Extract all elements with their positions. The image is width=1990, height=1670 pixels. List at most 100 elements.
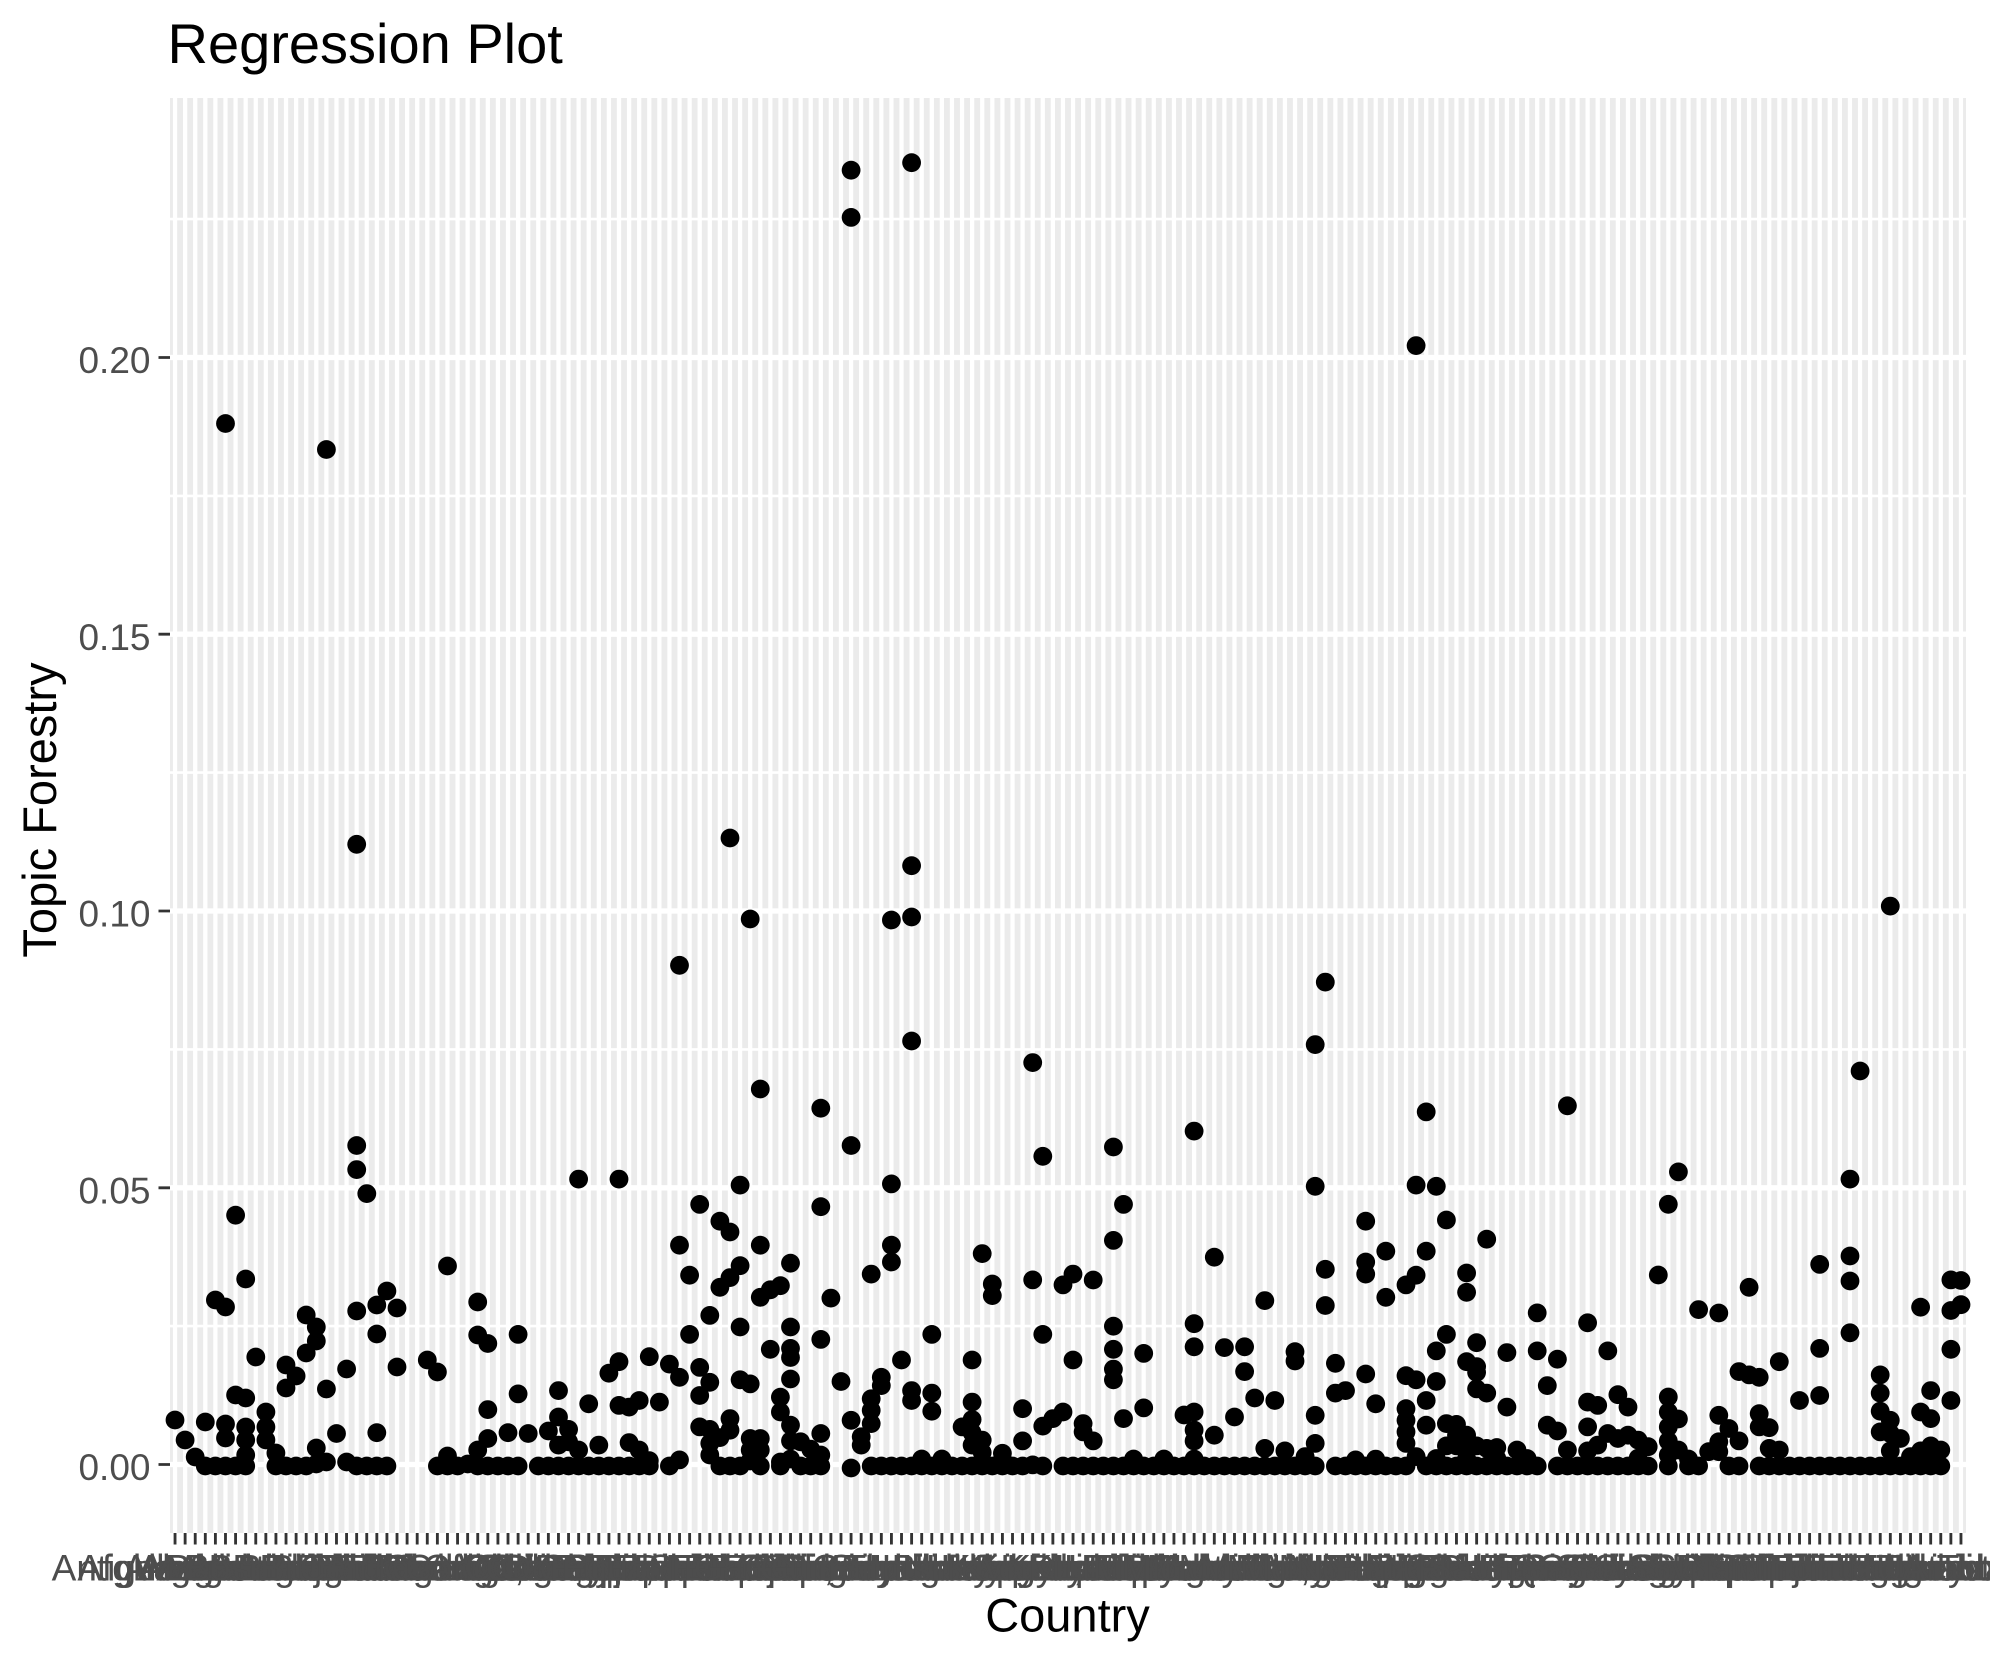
svg-text:Norway: Norway [1384,1548,1510,1589]
svg-text:Tonga: Tonga [1830,1548,1931,1589]
svg-text:Gambia, The: Gambia, The [694,1548,907,1589]
svg-text:Bosnia and Herzegovina: Bosnia and Herzegovina [185,1548,589,1589]
svg-text:Finland: Finland [710,1548,831,1589]
svg-text:Russian Federation: Russian Federation [1417,1548,1738,1589]
svg-text:Malta: Malta [1199,1548,1290,1589]
svg-text:United Arab Emirates: United Arab Emirates [1786,1548,1990,1589]
svg-text:Regression Plot: Regression Plot [168,12,564,75]
svg-text:Eritrea: Eritrea [665,1548,774,1589]
svg-text:Belgium: Belgium [270,1548,404,1589]
svg-text:Micronesia, Fed. Sts.: Micronesia, Fed. Sts. [1121,1548,1469,1589]
svg-text:Netherlands: Netherlands [1286,1548,1486,1589]
svg-text:Lebanon: Lebanon [1051,1548,1195,1589]
svg-text:Thailand: Thailand [1779,1548,1921,1589]
svg-text:Congo, Dem. Rep.: Congo, Dem. Rep. [405,1548,711,1589]
svg-text:0.05: 0.05 [78,1170,150,1211]
svg-text:Iraq: Iraq [940,1548,1004,1589]
svg-text:India: India [902,1548,983,1589]
svg-text:Slovak Republic: Slovak Republic [1556,1548,1821,1589]
svg-text:Spain: Spain [1702,1548,1797,1589]
svg-text:Bulgaria: Bulgaria [359,1548,495,1589]
svg-text:Belize: Belize [296,1548,397,1589]
svg-text:Lithuania: Lithuania [1099,1548,1250,1589]
svg-text:Timor-Leste: Timor-Leste [1762,1548,1958,1589]
svg-text:Congo, Rep.: Congo, Rep. [465,1548,673,1589]
svg-text:Djibouti: Djibouti [588,1548,711,1589]
svg-text:Papua New Guinea: Papua New Guinea [1336,1548,1657,1589]
svg-text:Solomon Islands: Solomon Islands [1572,1548,1846,1589]
svg-text:Romania: Romania [1493,1548,1641,1589]
svg-text:South Sudan: South Sudan [1632,1548,1846,1589]
svg-text:Togo: Togo [1830,1548,1910,1589]
svg-text:Turkey: Turkey [1855,1548,1967,1589]
svg-text:Haiti: Haiti [865,1548,939,1589]
svg-text:Chad: Chad [464,1548,552,1589]
svg-text:Maldives: Maldives [1151,1548,1297,1589]
svg-text:Pakistan: Pakistan [1396,1548,1538,1589]
svg-text:Tunisia: Tunisia [1841,1548,1959,1589]
svg-text:Australia: Australia [184,1548,328,1589]
svg-text:Armenia: Armenia [177,1548,315,1589]
svg-text:Suriname: Suriname [1710,1548,1868,1589]
svg-text:Luxembourg: Luxembourg [1081,1548,1287,1589]
svg-text:Cameroon: Cameroon [391,1548,564,1589]
svg-text:Honduras: Honduras [831,1548,991,1589]
svg-text:Georgia: Georgia [745,1548,877,1589]
svg-text:Jordan: Jordan [976,1548,1089,1589]
svg-text:St. Lucia: St. Lucia [1697,1548,1841,1589]
svg-text:Niger: Niger [1372,1548,1460,1589]
svg-text:Saudi Arabia: Saudi Arabia [1523,1548,1733,1589]
svg-text:Ecuador: Ecuador [611,1548,749,1589]
svg-text:Croatia: Croatia [539,1548,659,1589]
svg-text:0.15: 0.15 [78,617,150,658]
svg-text:Kazakhstan: Kazakhstan [946,1548,1139,1589]
svg-text:Indonesia: Indonesia [872,1548,1033,1589]
svg-text:Antigua and Barbuda: Antigua and Barbuda [52,1548,400,1589]
svg-text:Algeria: Algeria [138,1548,254,1589]
svg-text:Cabo Verde: Cabo Verde [360,1548,555,1589]
svg-text:Mauritania: Mauritania [1178,1548,1351,1589]
svg-text:Marshall Islands: Marshall Islands [1121,1548,1388,1589]
svg-text:Poland: Poland [1480,1548,1595,1589]
svg-text:Ghana: Ghana [775,1548,887,1589]
svg-text:Uganda: Uganda [1876,1548,1990,1589]
svg-text:Qatar: Qatar [1511,1548,1604,1589]
svg-text:Mali: Mali [1201,1548,1269,1589]
svg-text:Fiji: Fiji [737,1548,784,1589]
svg-text:Trinidad and Tobago: Trinidad and Tobago [1723,1548,1990,1589]
svg-text:Cyprus: Cyprus [560,1548,677,1589]
svg-text:0.00: 0.00 [78,1447,150,1488]
svg-text:Lao PDR: Lao PDR [1028,1548,1178,1589]
svg-text:Benin: Benin [309,1548,404,1589]
svg-text:Afghanistan: Afghanistan [77,1548,272,1589]
svg-text:Mozambique: Mozambique [1240,1548,1452,1589]
svg-text:Bahrain: Bahrain [232,1548,360,1589]
svg-text:Guinea: Guinea [812,1548,932,1589]
svg-text:Namibia: Namibia [1298,1548,1434,1589]
svg-text:Tajikistan: Tajikistan [1754,1548,1906,1589]
svg-text:Guyana: Guyana [827,1548,957,1589]
svg-text:Madagascar: Madagascar [1092,1548,1296,1589]
svg-text:Guatemala: Guatemala [771,1548,952,1589]
svg-text:Libya: Libya [1110,1548,1199,1589]
svg-text:Cuba: Cuba [565,1548,654,1589]
svg-text:Moldova: Moldova [1235,1548,1375,1589]
svg-text:San Marino: San Marino [1513,1548,1702,1589]
svg-text:Paraguay: Paraguay [1428,1548,1587,1589]
svg-text:Peru: Peru [1478,1548,1556,1589]
svg-text:China: China [480,1548,577,1589]
svg-text:Somalia: Somalia [1652,1548,1786,1589]
svg-text:Sierra Leone: Sierra Leone [1562,1548,1774,1589]
svg-text:Philippines: Philippines [1438,1548,1617,1589]
svg-text:Latvia: Latvia [1064,1548,1163,1589]
svg-text:Egypt, Arab Rep.: Egypt, Arab Rep. [550,1548,830,1589]
svg-text:0.20: 0.20 [78,340,150,381]
svg-text:Israel: Israel [947,1548,1037,1589]
svg-text:Oman: Oman [1406,1548,1507,1589]
svg-text:Comoros: Comoros [473,1548,623,1589]
svg-text:Liberia: Liberia [1088,1548,1199,1589]
svg-text:Costa Rica: Costa Rica [488,1548,669,1589]
svg-text:Country: Country [985,1589,1150,1642]
svg-text:Samoa: Samoa [1539,1548,1657,1589]
svg-text:Dominican Republic: Dominican Republic [505,1548,834,1589]
